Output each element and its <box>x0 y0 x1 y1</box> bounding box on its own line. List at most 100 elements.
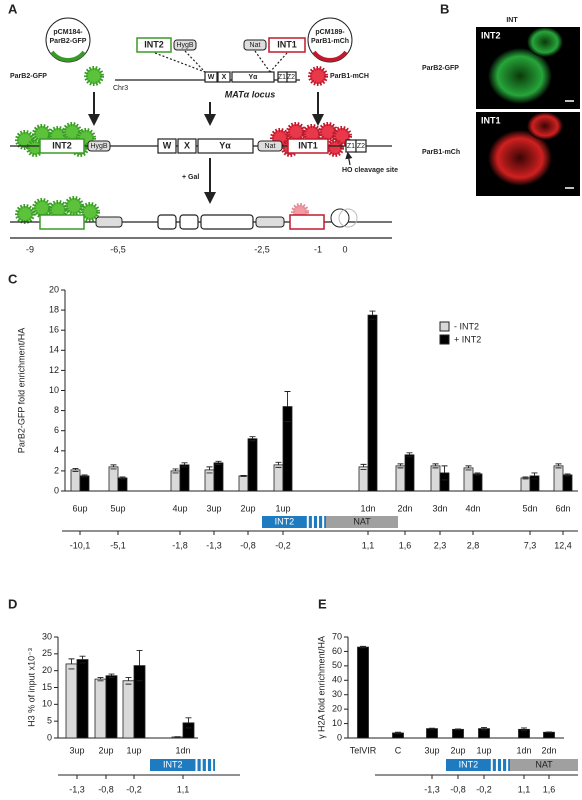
bar <box>562 474 573 492</box>
map-label: INT2 <box>275 516 295 526</box>
cassette <box>39 138 85 154</box>
bar <box>553 465 564 492</box>
error-bar <box>432 463 439 469</box>
bar <box>94 678 107 739</box>
ho-site-label: HO cleavage site <box>342 167 398 174</box>
locus-label: Z2 <box>357 143 365 150</box>
map-stripe <box>501 759 504 771</box>
locus-box <box>157 138 177 154</box>
bar <box>76 659 89 739</box>
exonuclease <box>338 208 358 228</box>
coordinate-label: -0,8 <box>240 540 256 550</box>
x-tick-label: 2up <box>450 745 465 755</box>
error-bar <box>172 468 179 474</box>
bar <box>358 466 369 492</box>
cassette <box>95 216 123 228</box>
map-label: INT2 <box>459 759 479 769</box>
bar <box>117 477 128 492</box>
x-tick-label: C <box>395 745 402 755</box>
y-tick-label: 30 <box>42 631 52 641</box>
bar <box>105 675 118 739</box>
micrograph-label: INT2 <box>481 30 501 40</box>
coordinate-label: -1,8 <box>172 540 188 550</box>
cell <box>488 48 552 104</box>
locus-label: W <box>163 140 172 150</box>
bar <box>426 728 438 739</box>
coordinate-label: -0,2 <box>275 540 291 550</box>
bar <box>520 477 531 492</box>
map-segment <box>262 516 326 528</box>
locus-label: Z1 <box>347 143 355 150</box>
bar <box>543 731 555 739</box>
plasmid-gene <box>312 50 348 62</box>
coordinate-label: 12,4 <box>554 540 572 550</box>
y-tick-label: 25 <box>42 648 52 658</box>
bar <box>179 464 190 492</box>
y-tick-label: 6 <box>54 425 59 435</box>
chromosome-label: Chr3 <box>113 85 128 92</box>
cassette <box>173 39 197 51</box>
y-tick-label: 2 <box>54 465 59 475</box>
locus-box <box>157 214 177 230</box>
locus-label: X <box>184 140 190 150</box>
locus-label: Yα <box>249 74 259 81</box>
plasmid-name: ParB1-mCh <box>311 38 349 45</box>
bar <box>247 438 258 492</box>
ParB2-cluster <box>15 196 100 224</box>
bar <box>182 722 195 739</box>
locus-box <box>204 71 218 83</box>
x-tick-label: 6up <box>72 503 87 513</box>
error-bar <box>564 473 571 477</box>
bar <box>463 467 474 492</box>
coordinate-label: -10,1 <box>70 540 91 550</box>
cell <box>488 130 552 186</box>
y-tick-label: 0 <box>47 732 52 742</box>
cassette-label: HygB <box>176 42 193 49</box>
bar <box>213 462 224 492</box>
map-label: NAT <box>353 516 371 526</box>
protein-name: ParB1-mCH <box>330 73 369 80</box>
y-tick-label: 10 <box>332 718 342 728</box>
error-bar <box>531 472 538 480</box>
bar <box>108 466 119 492</box>
y-tick-label: 14 <box>49 345 59 355</box>
y-tick-label: 20 <box>332 704 342 714</box>
x-tick-label: 6dn <box>555 503 570 513</box>
map-segment <box>446 759 510 771</box>
scale-label: -2,5 <box>254 244 270 254</box>
bar <box>404 454 415 492</box>
coordinate-label: 1,6 <box>543 784 556 794</box>
map-stripe <box>306 516 309 528</box>
y-tick-label: 30 <box>332 689 342 699</box>
cassette <box>255 216 285 228</box>
micrograph-label: INT1 <box>481 115 501 125</box>
cassette-label: INT2 <box>144 39 164 49</box>
column-label: INT <box>506 17 518 24</box>
cassette-label: Nat <box>265 143 276 150</box>
coordinate-label: 7,3 <box>524 540 537 550</box>
cell <box>527 27 563 57</box>
y-tick-label: 18 <box>49 304 59 314</box>
bar <box>529 475 540 492</box>
x-tick-label: 1dn <box>516 745 531 755</box>
row-label: ParB1-mCh <box>422 149 460 156</box>
coordinate-label: -1,3 <box>69 784 85 794</box>
plasmid-name: ParB2-GFP <box>50 38 87 45</box>
error-bar <box>81 474 88 478</box>
cassette <box>136 37 172 53</box>
error-bar <box>79 655 86 664</box>
coordinate-label: 1,1 <box>362 540 375 550</box>
bar <box>170 470 181 492</box>
charts: C ParB2-GFP fold enrichment/HA 0 2 4 6 8 10 12 14… <box>8 271 578 794</box>
plasmid-gene <box>50 50 86 62</box>
plasmid-name: pCM184- <box>53 29 83 36</box>
legend-swatch <box>439 321 450 332</box>
locus-box <box>286 71 297 83</box>
protein <box>84 66 104 86</box>
coordinate-label: 2,8 <box>467 540 480 550</box>
error-bar <box>181 462 188 468</box>
map-stripe <box>195 759 198 771</box>
row-label: ParB2-GFP <box>422 65 459 72</box>
coordinate-label: -0,2 <box>126 784 142 794</box>
